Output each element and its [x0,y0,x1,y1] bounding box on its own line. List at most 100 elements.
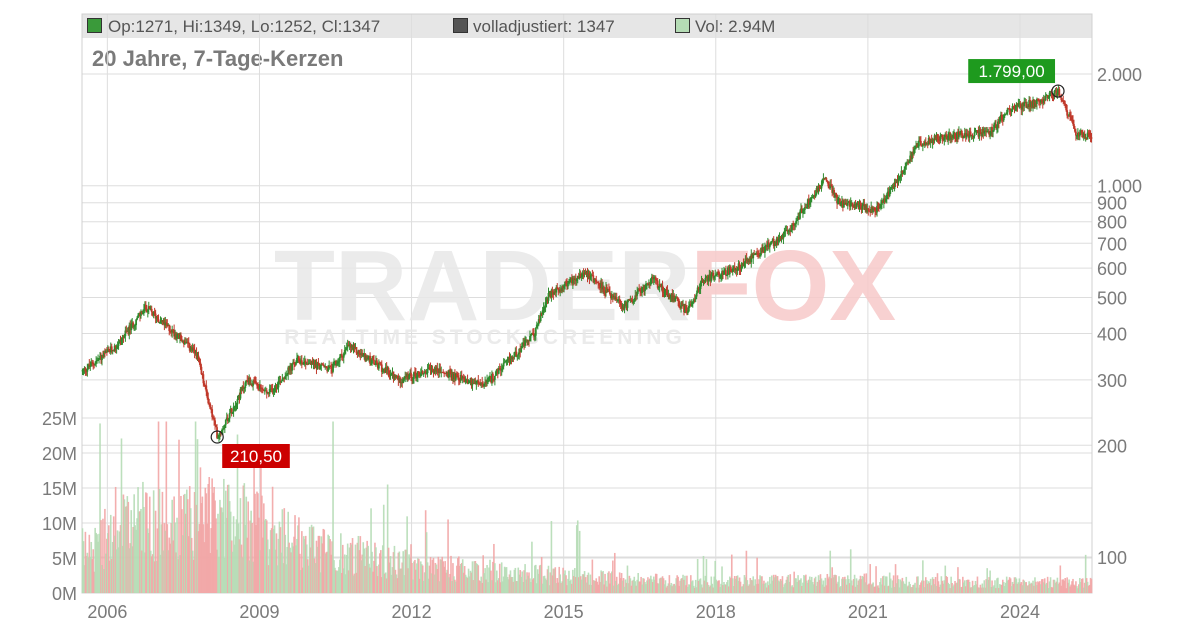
volume-bar [1063,580,1066,593]
candle-body [501,366,504,369]
candle-body [952,135,954,138]
volume-bar [565,575,567,593]
volume-bar [189,508,192,593]
candle-body [764,246,766,253]
volume-bar [312,526,315,593]
volume-bar [782,587,785,593]
candle-body [964,133,967,138]
candle-body [986,131,989,133]
volume-bar [557,582,560,593]
candle-body [935,134,938,139]
candle-body [581,273,584,277]
volume-bar [285,564,288,593]
candle-body [411,378,413,380]
candle-body [674,297,677,302]
candle-body [254,381,256,383]
volume-bar [492,561,494,593]
price-tick-label: 500 [1097,289,1127,309]
volume-bar [1004,582,1007,593]
candle-body [168,324,171,331]
candle-body [670,293,673,298]
candle-body [363,353,366,356]
volume-bar [564,570,566,593]
volume-bar [1023,580,1026,593]
candle-body [1004,113,1007,115]
volume-bar [1088,584,1091,593]
volume-bar [837,581,839,593]
volume-bar [903,583,906,593]
volume-bar [949,588,951,593]
volume-bar [129,543,132,593]
volume-bar [154,510,157,593]
candle-body [966,133,969,135]
volume-bar [267,565,270,593]
candle-body [913,148,915,154]
candle-body [972,136,975,138]
volume-bar [385,578,388,593]
volume-bar [112,516,115,593]
volume-bar [121,545,124,593]
candle-body [412,378,414,380]
volume-bar [1044,584,1047,593]
time-tick-label: 2009 [239,602,279,622]
candle-body [626,299,629,308]
candle-body [691,301,694,303]
candle-body [636,291,639,296]
candle-body [111,349,114,351]
volume-bar [759,575,761,593]
volume-bar [745,550,748,593]
volume-bar [712,587,715,593]
candle-body [806,199,809,208]
candle-body [746,258,749,261]
volume-bar [806,580,808,593]
volume-bar [231,551,234,593]
volume-bar [240,544,243,593]
volume-bar [620,573,623,593]
candle-body [551,290,554,293]
candle-body [382,368,385,371]
candle-body [409,372,411,376]
candle-body [461,377,464,379]
volume-bar [907,585,910,593]
volume-bar [621,580,624,593]
candle-body [432,369,435,374]
volume-bar [319,572,322,593]
candle-body [552,292,555,295]
volume-bar [591,559,594,593]
volume-bar [961,586,963,593]
volume-bar [910,587,912,593]
volume-bar [152,490,155,593]
volume-tick-label: 0M [52,584,77,604]
volume-bar [607,572,609,593]
volume-bar [917,576,919,593]
candle-body [851,202,854,207]
volume-bar [337,570,339,593]
volume-bar [176,517,178,593]
volume-bar [95,532,97,593]
volume-bar [519,570,522,593]
candle-body [893,182,896,189]
candle-body [882,198,885,203]
volume-bar [577,577,580,593]
candle-body [443,372,446,374]
candle-body [496,369,499,374]
volume-bar [441,556,444,593]
candle-body [656,280,659,288]
candle-body [936,134,939,139]
volume-bar [254,493,256,593]
volume-bar [454,579,456,593]
volume-bar [701,587,704,593]
candle-body [671,293,674,302]
volume-bar [183,494,185,593]
candle-body [436,367,439,371]
candle-body [886,191,889,195]
volume-bar [757,583,759,593]
candle-body [207,397,210,404]
candle-body [184,341,187,343]
candle-body [630,299,633,301]
time-tick-label: 2018 [696,602,736,622]
candle-body [760,248,762,256]
candle-body [724,270,726,272]
volume-bar [474,561,477,593]
volume-bar [663,584,666,593]
